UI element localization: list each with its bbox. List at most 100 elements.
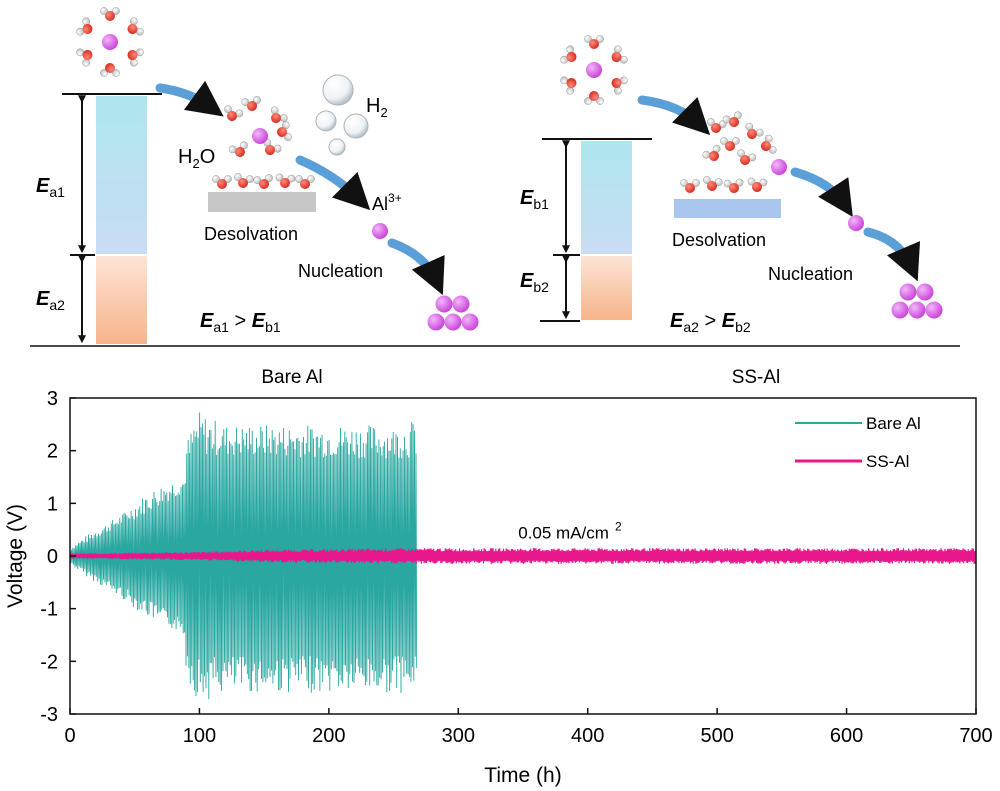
oxygen-atom bbox=[711, 123, 721, 133]
al-ion bbox=[771, 159, 787, 175]
oxygen-atom bbox=[280, 178, 290, 188]
hydrogen-atom bbox=[82, 17, 91, 26]
x-tick-label: 600 bbox=[830, 725, 863, 747]
hydrogen-atom bbox=[224, 175, 232, 183]
hydrogen-atom bbox=[755, 128, 764, 137]
al-nucleus bbox=[916, 283, 934, 301]
al-nucleus bbox=[891, 301, 909, 319]
oxygen-atom bbox=[127, 50, 138, 60]
oxygen-atom bbox=[247, 101, 257, 111]
desolvation-label: Desolvation bbox=[672, 230, 766, 250]
water-molecule bbox=[611, 76, 628, 95]
adsorbed-water-layer bbox=[212, 173, 315, 189]
x-axis: 0 100 200 300 400 500 600 700 bbox=[64, 708, 993, 747]
oxygen-atom bbox=[277, 127, 287, 137]
series-ss-al bbox=[69, 548, 977, 564]
oxygen-atom bbox=[259, 179, 269, 189]
water-molecule bbox=[76, 48, 93, 67]
oxygen-atom bbox=[227, 111, 237, 121]
energy-label-eb2: Eb2 bbox=[520, 270, 549, 295]
hydrogen-atom bbox=[560, 76, 569, 85]
oxygen-atom bbox=[589, 39, 599, 49]
hydrogen-atom bbox=[613, 45, 622, 54]
x-axis-label: Time (h) bbox=[484, 764, 561, 787]
water-molecule bbox=[680, 179, 700, 193]
oxygen-atom bbox=[566, 52, 577, 62]
oxygen-atom bbox=[747, 129, 757, 139]
hydrogen-atom bbox=[748, 153, 757, 162]
hydrogen-atom bbox=[279, 114, 288, 122]
water-molecule bbox=[277, 121, 292, 141]
water-molecule bbox=[275, 173, 296, 188]
water-molecule bbox=[270, 106, 288, 123]
oxygen-atom bbox=[685, 183, 695, 193]
water-molecule bbox=[560, 45, 577, 64]
caption-bare-al: Bare Al bbox=[261, 367, 322, 388]
solvated-ion-cluster bbox=[76, 7, 144, 77]
hydrogen-atom bbox=[703, 176, 711, 184]
water-molecule bbox=[224, 105, 244, 121]
energy-relation-right: Ea2 > Eb2 bbox=[670, 310, 751, 335]
water-molecule bbox=[611, 45, 628, 64]
hydrogen-atom bbox=[734, 111, 742, 120]
al-nuclei bbox=[891, 283, 943, 319]
hydrogen-atom bbox=[735, 178, 744, 187]
energy-bar-a1 bbox=[96, 96, 147, 254]
y-tick-label: -3 bbox=[40, 704, 58, 726]
water-molecule bbox=[745, 122, 764, 139]
hydrogen-atom bbox=[282, 121, 290, 130]
hydrogen-atom bbox=[745, 122, 754, 131]
energy-label-eb1: Eb1 bbox=[520, 187, 549, 212]
process-arrow bbox=[863, 227, 921, 282]
water-label: H2O bbox=[178, 146, 215, 171]
hydrogen-atom bbox=[566, 86, 575, 95]
y-tick-label: 2 bbox=[47, 441, 58, 463]
water-molecule bbox=[584, 91, 604, 105]
x-tick-label: 200 bbox=[312, 725, 345, 747]
hydrogen-atom bbox=[129, 58, 138, 67]
process-arrow bbox=[295, 155, 371, 211]
oxygen-atom bbox=[265, 145, 275, 155]
hydrogen-atom bbox=[768, 146, 777, 154]
hydrogen-atom bbox=[76, 48, 85, 57]
oxygen-atom bbox=[217, 179, 227, 189]
oxygen-atom bbox=[300, 179, 310, 189]
series-line-ss-al bbox=[69, 548, 977, 564]
oxygen-atom bbox=[235, 147, 245, 157]
schematic-bare-al: Ea1 Ea2 H2 H2O Desolvation Al3+ Nucleati… bbox=[36, 7, 479, 344]
oxygen-atom bbox=[566, 78, 577, 88]
water-molecule bbox=[241, 96, 261, 111]
adsorbed-water-layer bbox=[680, 176, 768, 193]
hydrogen-atom bbox=[747, 177, 756, 186]
water-molecule bbox=[720, 137, 740, 151]
oxygen-atom bbox=[761, 141, 771, 151]
oxygen-atom bbox=[105, 11, 115, 21]
desolvation-label: Desolvation bbox=[204, 224, 298, 244]
hydrogen-atom bbox=[714, 178, 723, 186]
al-nucleus bbox=[452, 295, 470, 313]
al-nucleus bbox=[461, 313, 479, 331]
oxygen-atom bbox=[611, 52, 622, 62]
oxygen-atom bbox=[707, 181, 717, 191]
hydrogen-atom bbox=[135, 27, 144, 36]
hydrogen-atom bbox=[307, 175, 315, 183]
legend: Bare Al SS-Al bbox=[795, 414, 921, 471]
x-tick-label: 400 bbox=[571, 725, 604, 747]
hydrogen-atom bbox=[241, 98, 250, 106]
process-arrow bbox=[790, 167, 853, 218]
energy-bar-a2 bbox=[96, 256, 147, 344]
energy-label-ea1: Ea1 bbox=[36, 175, 65, 200]
hydrogen-atom bbox=[596, 35, 604, 43]
hydrogen-atom bbox=[100, 7, 108, 15]
hydrogen-atom bbox=[284, 133, 292, 141]
x-tick-label: 500 bbox=[700, 725, 733, 747]
oxygen-atom bbox=[740, 155, 750, 165]
y-tick-label: 3 bbox=[47, 388, 58, 410]
al-ion bbox=[252, 128, 268, 144]
water-molecule bbox=[723, 178, 744, 193]
oxygen-atom bbox=[709, 151, 719, 161]
water-molecule bbox=[127, 48, 144, 67]
x-tick-label: 0 bbox=[64, 725, 75, 747]
oxygen-atom bbox=[752, 182, 762, 192]
